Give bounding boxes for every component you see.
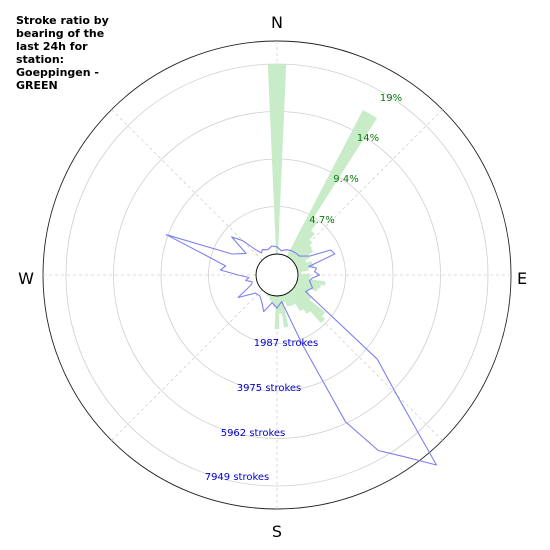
ratio-bar <box>279 295 289 328</box>
ratio-bar <box>295 260 307 267</box>
count-tick-label: 1987 strokes <box>254 338 319 349</box>
ratio-bar <box>277 295 283 314</box>
ratio-bar <box>297 277 326 286</box>
ratio-bar <box>269 295 273 301</box>
direction-label: N <box>271 13 283 32</box>
ratio-bar <box>294 255 310 266</box>
ratio-bar <box>295 283 310 292</box>
grid-spoke <box>111 289 263 441</box>
ratio-bar <box>286 110 377 258</box>
direction-label: S <box>272 522 282 541</box>
ratio-tick-label: 4.7% <box>309 215 334 226</box>
ratio-bar <box>267 64 287 255</box>
ratio-bar <box>297 263 315 271</box>
count-tick-label: 7949 strokes <box>205 472 270 483</box>
count-tick-label: 3975 strokes <box>237 383 302 394</box>
ratio-bar <box>270 295 275 304</box>
ratio-bar <box>297 268 309 273</box>
ratio-bar <box>297 271 301 275</box>
ratio-bar <box>291 289 325 323</box>
ratio-tick-label: 19% <box>380 93 402 104</box>
direction-label: W <box>18 269 34 288</box>
ratio-bar <box>289 290 311 314</box>
ratio-bar <box>292 287 326 317</box>
center-hole <box>255 253 299 297</box>
ratio-bar <box>288 219 318 259</box>
ratio-bar <box>286 292 296 306</box>
count-tick-label: 5962 strokes <box>221 428 286 439</box>
ratio-bar <box>289 230 315 260</box>
ratio-bar <box>296 281 319 292</box>
ratio-bar <box>296 260 313 269</box>
ratio-bar <box>285 293 293 307</box>
direction-label: E <box>517 269 527 288</box>
grid-spoke <box>111 109 263 261</box>
ratio-tick-label: 14% <box>357 133 379 144</box>
ratio-bar <box>281 295 286 303</box>
ratio-bar <box>297 279 321 289</box>
ratio-bar <box>288 291 304 312</box>
ratio-tick-label: 9.4% <box>333 174 358 185</box>
ratio-bar <box>297 273 310 277</box>
ratio-bar <box>297 275 310 280</box>
ratio-bar <box>274 295 280 329</box>
stroke-count-line <box>165 234 438 466</box>
ratio-bar <box>293 286 312 300</box>
ratio-bar <box>292 245 312 263</box>
ratio-bar <box>291 239 313 261</box>
chart-title: Stroke ratio by bearing of the last 24h … <box>16 14 109 92</box>
ratio-bar <box>283 294 290 307</box>
